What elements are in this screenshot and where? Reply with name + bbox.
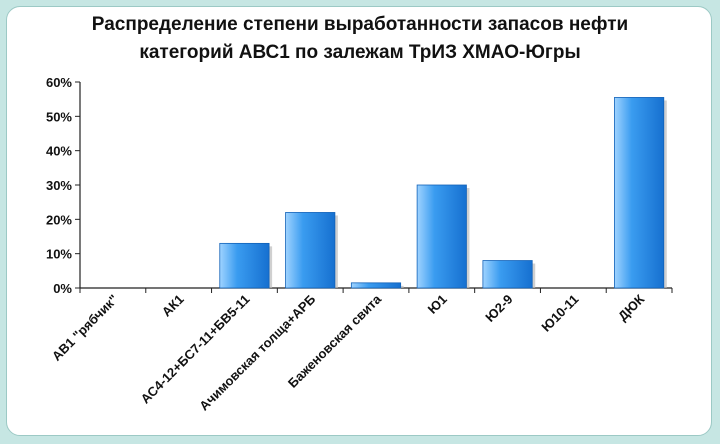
y-tick-label: 40% bbox=[46, 144, 72, 159]
axes: 0% 10% 20% 30% 40% 50% 60% bbox=[46, 75, 673, 296]
y-tick-label: 30% bbox=[46, 178, 72, 193]
bar bbox=[482, 260, 536, 289]
bar bbox=[285, 212, 338, 289]
y-tick-label: 10% bbox=[46, 247, 72, 262]
x-tick-label: АС4-12+БС7-11+БВ5-11 bbox=[138, 292, 253, 407]
bars bbox=[219, 97, 667, 289]
x-tick-labels: АВ1 "рябчик" АК1АС4-12+БС7-11+БВ5-11Ачимо… bbox=[49, 291, 647, 414]
bar bbox=[416, 184, 470, 289]
chart-frame bbox=[6, 6, 712, 436]
bar bbox=[219, 242, 273, 289]
y-tick-label: 20% bbox=[46, 212, 72, 227]
x-tick-label: АВ1 "рябчик" bbox=[49, 292, 121, 364]
x-tick-label: Ачимовская толща+АРБ bbox=[196, 292, 318, 414]
bar bbox=[614, 97, 667, 289]
x-tick-label: ДЮК bbox=[615, 291, 647, 323]
x-tick-label: Ю10-11 bbox=[538, 292, 581, 335]
x-tick-label: Ю2-9 bbox=[482, 292, 515, 325]
x-tick-label: АК1 bbox=[159, 292, 187, 320]
y-tick-label: 60% bbox=[46, 75, 72, 90]
x-tick-label: Ю1 bbox=[425, 292, 450, 317]
chart-title-line-1: Распределение степени выработанности зап… bbox=[92, 14, 628, 35]
chart-title-line-2: категорий АВС1 по залежам ТрИЗ ХМАО-Югры bbox=[139, 42, 580, 63]
y-tick-label: 50% bbox=[46, 109, 72, 124]
y-tick-label: 0% bbox=[53, 281, 72, 296]
bar bbox=[350, 282, 404, 289]
